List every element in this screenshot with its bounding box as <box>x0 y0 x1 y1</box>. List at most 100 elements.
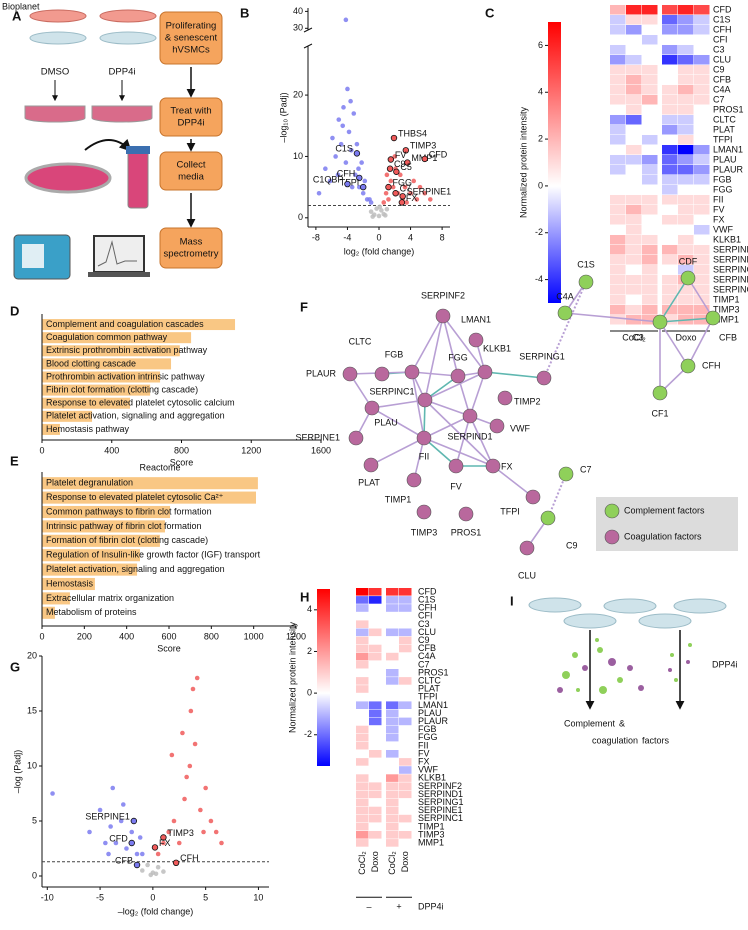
heatmap-cell <box>369 612 382 620</box>
row-label: TFPI <box>713 134 733 144</box>
heatmap-cell <box>356 677 369 685</box>
point <box>208 818 214 824</box>
row-label: PROS1 <box>713 104 744 114</box>
panel-letter: C <box>485 5 495 20</box>
point <box>384 172 390 178</box>
heatmap-cell <box>369 588 382 596</box>
network-edge <box>411 371 425 439</box>
highlight-point <box>421 155 428 163</box>
heatmap-cell <box>626 5 642 15</box>
heatmap-cell <box>642 115 658 125</box>
point <box>379 208 384 213</box>
heatmap-cell <box>678 95 694 105</box>
heatmap-cell <box>610 185 626 195</box>
heatmap-cell <box>642 5 658 15</box>
heatmap-cell <box>369 774 382 782</box>
heatmap-cell <box>386 685 399 693</box>
point <box>359 160 364 165</box>
heatmap-cell <box>694 305 710 315</box>
point <box>370 214 375 219</box>
point <box>137 835 143 840</box>
heatmap-cell <box>662 255 678 265</box>
point <box>166 829 171 835</box>
cell <box>603 598 657 614</box>
point <box>110 785 116 791</box>
network-node <box>417 392 433 408</box>
heatmap-cell <box>356 604 369 612</box>
heatmap-cell <box>386 733 399 742</box>
heatmap-cell <box>678 265 694 275</box>
category-label: Response to elevated platelet cytosolic … <box>46 492 224 502</box>
heatmap-cell <box>694 5 710 15</box>
heatmap-cell <box>356 766 369 774</box>
y-axis-label: –log₁₀ (Padj) <box>278 92 288 142</box>
node-label: PLAT <box>358 477 380 487</box>
heatmap-cell <box>642 265 658 275</box>
row-label: FII <box>713 194 724 204</box>
heatmap-cell <box>626 185 642 195</box>
highlight-point <box>393 168 400 175</box>
highlight-point <box>386 165 394 172</box>
point <box>198 807 203 813</box>
cell <box>673 598 727 614</box>
heatmap-cell <box>626 215 642 225</box>
point <box>184 774 189 780</box>
heatmap-cell <box>610 15 626 25</box>
axis-break <box>303 43 313 49</box>
heatmap-cell <box>642 155 658 165</box>
row-label: TIMP3 <box>713 304 740 314</box>
node-label: SERPING1 <box>519 351 565 361</box>
cell <box>528 597 582 613</box>
row-label: VWF <box>713 224 733 234</box>
row-label: SERPING1 <box>713 264 748 274</box>
flow-text: Treat with <box>170 106 211 117</box>
column-label: CoCl₂ <box>387 851 397 875</box>
colorbar-tick-label: 2 <box>307 646 312 656</box>
heatmap-cell <box>662 115 678 125</box>
row-label: LMAN1 <box>418 700 448 710</box>
point <box>145 862 150 868</box>
heatmap-cell <box>694 255 710 265</box>
heatmap-cell <box>399 644 412 653</box>
heatmap-cell <box>626 245 642 255</box>
category-label: Prothrombin activation intrinsic pathway <box>46 371 205 381</box>
heatmap-cell <box>610 145 626 155</box>
heatmap-cell <box>610 115 626 125</box>
highlight-point <box>399 193 406 200</box>
heatmap-cell <box>694 285 710 295</box>
point <box>384 206 390 212</box>
heatmap-cell <box>399 766 412 774</box>
x-tick-label: 8 <box>440 232 445 242</box>
network-node <box>485 458 501 474</box>
network-node <box>558 466 574 482</box>
heatmap-cell <box>356 741 369 750</box>
row-label: CLTC <box>418 676 441 686</box>
heatmap-cell <box>694 235 710 245</box>
heatmap-cell <box>386 596 399 604</box>
heatmap-cell <box>369 660 382 669</box>
point <box>161 869 166 874</box>
network-edge <box>687 317 714 367</box>
row-label: MMP1 <box>713 314 739 324</box>
heatmap-cell <box>356 701 369 709</box>
heatmap-cell <box>386 774 399 782</box>
colorbar-tick-label: 4 <box>538 87 543 97</box>
colorbar <box>548 22 561 303</box>
highlight-point <box>390 134 398 142</box>
x-tick-label: 1000 <box>244 631 264 641</box>
row-label: PLAU <box>418 708 442 718</box>
heatmap-cell <box>386 798 399 807</box>
heatmap-cell <box>626 25 642 35</box>
point <box>176 840 182 846</box>
node-label: FII <box>419 451 430 461</box>
heatmap-cell <box>369 806 382 815</box>
point-label: TIMP3 <box>410 141 437 151</box>
network-edge <box>659 317 714 323</box>
bar <box>42 423 60 435</box>
heatmap-cell <box>399 806 412 815</box>
heatmap-cell <box>694 225 710 235</box>
heatmap-cell <box>662 5 678 15</box>
panel-letter: B <box>240 5 249 20</box>
row-label: KLKB1 <box>713 234 741 244</box>
point <box>386 197 391 202</box>
